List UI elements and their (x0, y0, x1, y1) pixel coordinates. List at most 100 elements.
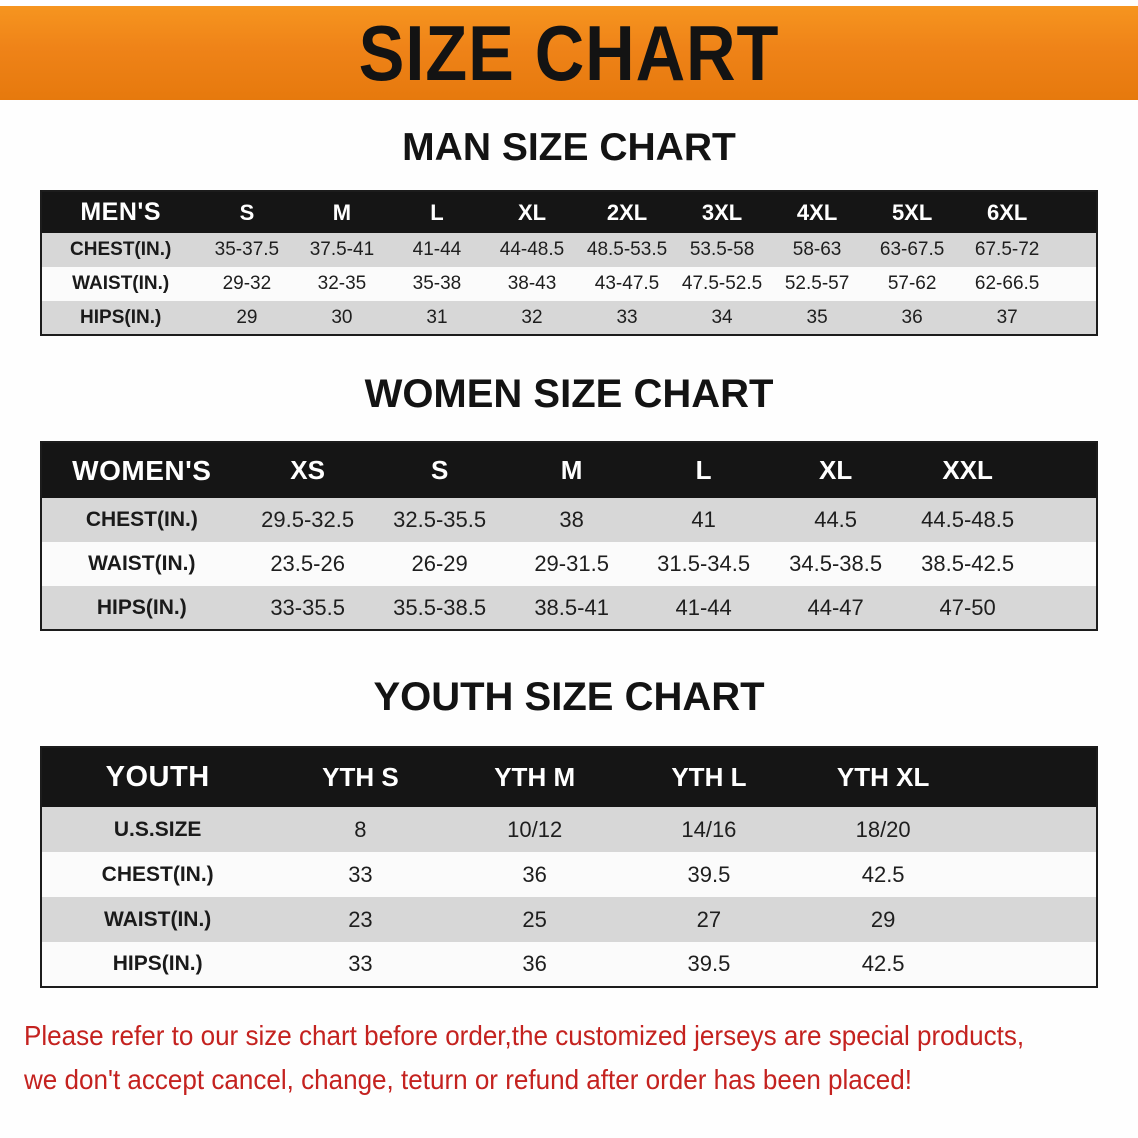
spacer-cell (1034, 442, 1097, 498)
cell: 62-66.5 (974, 273, 1040, 294)
men-table-body: CHEST(IN.) 35-37.5 37.5-41 41-44 44-48.5… (41, 233, 1097, 335)
youth-ussize-row: U.S.SIZE 8 10/12 14/16 18/20 (41, 807, 1097, 852)
cell: 44-47 (807, 594, 864, 620)
youth-col-m: YTH M (494, 762, 576, 792)
cell: 18/20 (855, 816, 911, 842)
cell: 38.5-41 (534, 594, 609, 620)
cell: 32-35 (317, 273, 367, 294)
men-size-section: MAN SIZE CHART MEN'S S M L XL 2XL 3XL 4X… (40, 126, 1098, 336)
row-label: HIPS(IN.) (96, 595, 187, 619)
youth-size-table: YOUTH YTH S YTH M YTH L YTH XL U.S.SIZE … (40, 746, 1098, 988)
men-chest-row: CHEST(IN.) 35-37.5 37.5-41 41-44 44-48.5… (41, 233, 1097, 267)
cell: 33 (616, 306, 638, 328)
cell: 27 (696, 906, 722, 932)
cell: 25 (522, 906, 547, 932)
cell: 14/16 (681, 816, 737, 842)
women-col-xl: XL (819, 455, 853, 485)
cell: 29 (236, 306, 258, 328)
cell: 52.5-57 (784, 273, 850, 294)
men-section-heading: MAN SIZE CHART (402, 126, 736, 169)
spacer-cell (970, 897, 1097, 942)
youth-corner-label: YOUTH (105, 761, 210, 793)
row-label: HIPS(IN.) (112, 952, 203, 975)
men-waist-row: WAIST(IN.) 29-32 32-35 35-38 38-43 43-47… (41, 267, 1097, 301)
cell: 32.5-35.5 (393, 507, 487, 532)
cell: 42.5 (861, 951, 905, 976)
cell: 47.5-52.5 (681, 273, 763, 294)
cell: 67.5-72 (974, 239, 1040, 260)
cell: 23.5-26 (270, 551, 345, 576)
cell: 57-62 (887, 273, 937, 294)
women-col-xxl: XXL (942, 455, 993, 485)
cell: 35 (806, 306, 828, 328)
row-label: WAIST(IN.) (72, 273, 170, 294)
youth-table-head: YOUTH YTH S YTH M YTH L YTH XL (41, 747, 1097, 807)
cell: 58-63 (792, 239, 842, 260)
youth-header-row: YOUTH YTH S YTH M YTH L YTH XL (41, 747, 1097, 807)
cell: 43-47.5 (594, 273, 660, 294)
spacer-cell (970, 807, 1097, 852)
cell: 47-50 (939, 594, 996, 620)
spacer-cell (1055, 191, 1097, 233)
men-col-3xl: 3XL (701, 199, 743, 225)
cell: 31.5-34.5 (657, 551, 751, 576)
cell: 35.5-38.5 (393, 594, 487, 620)
disclaimer-line-1: Please refer to our size chart before or… (24, 1020, 1025, 1051)
men-col-xl: XL (517, 199, 547, 225)
spacer-cell (970, 942, 1097, 987)
cell: 32 (521, 306, 543, 328)
men-hips-row: HIPS(IN.) 29 30 31 32 33 34 35 36 37 (41, 301, 1097, 335)
disclaimer-note: Please refer to our size chart before or… (24, 1014, 1114, 1102)
youth-section-heading: YOUTH SIZE CHART (373, 675, 765, 719)
row-label: CHEST(IN.) (101, 862, 214, 886)
cell: 29-32 (222, 273, 272, 294)
cell: 34.5-38.5 (789, 551, 883, 576)
cell: 35-37.5 (214, 239, 280, 260)
cell: 29.5-32.5 (261, 507, 355, 532)
women-table-body: CHEST(IN.) 29.5-32.5 32.5-35.5 38 41 44.… (41, 498, 1097, 630)
row-label: WAIST(IN.) (103, 907, 212, 931)
cell: 44.5 (814, 507, 858, 532)
size-chart-banner: SIZE CHART (0, 6, 1138, 100)
cell: 34 (711, 306, 733, 328)
row-label: CHEST(IN.) (85, 508, 198, 531)
cell: 31 (426, 306, 448, 328)
cell: 36 (522, 861, 547, 887)
women-corner-label: WOMEN'S (72, 454, 212, 486)
cell: 29-31.5 (534, 551, 609, 576)
cell: 23 (348, 906, 373, 932)
women-header-row: WOMEN'S XS S M L XL XXL (41, 442, 1097, 498)
men-header-row: MEN'S S M L XL 2XL 3XL 4XL 5XL 6XL (41, 191, 1097, 233)
row-label: WAIST(IN.) (88, 552, 196, 575)
spacer-cell (1034, 498, 1097, 542)
spacer-cell (1055, 267, 1097, 301)
cell: 38-43 (507, 273, 557, 294)
cell: 36 (901, 306, 923, 328)
men-col-2xl: 2XL (606, 199, 648, 225)
cell: 33 (348, 951, 373, 976)
row-label: U.S.SIZE (113, 817, 202, 841)
spacer-cell (1034, 542, 1097, 586)
cell: 37.5-41 (309, 239, 375, 260)
cell: 10/12 (507, 816, 563, 842)
women-chest-row: CHEST(IN.) 29.5-32.5 32.5-35.5 38 41 44.… (41, 498, 1097, 542)
men-col-4xl: 4XL (796, 199, 838, 225)
cell: 30 (331, 306, 353, 328)
youth-table-body: U.S.SIZE 8 10/12 14/16 18/20 CHEST(IN.) … (41, 807, 1097, 987)
spacer-cell (1055, 301, 1097, 335)
cell: 33 (348, 861, 373, 887)
women-hips-row: HIPS(IN.) 33-35.5 35.5-38.5 38.5-41 41-4… (41, 586, 1097, 630)
men-table-head: MEN'S S M L XL 2XL 3XL 4XL 5XL 6XL (41, 191, 1097, 233)
women-col-s: S (430, 455, 449, 485)
youth-size-section: YOUTH SIZE CHART YOUTH YTH S YTH M YTH L… (40, 675, 1098, 988)
youth-hips-row: HIPS(IN.) 33 36 39.5 42.5 (41, 942, 1097, 987)
women-section-heading: WOMEN SIZE CHART (364, 372, 774, 416)
men-col-5xl: 5XL (891, 199, 933, 225)
cell: 39.5 (687, 861, 731, 887)
spacer-cell (1055, 233, 1097, 267)
disclaimer-line-2: we don't accept cancel, change, teturn o… (24, 1064, 913, 1096)
women-col-xs: XS (290, 455, 325, 485)
row-label: CHEST(IN.) (70, 239, 172, 260)
cell: 41 (691, 507, 716, 532)
men-col-6xl: 6XL (986, 199, 1028, 225)
